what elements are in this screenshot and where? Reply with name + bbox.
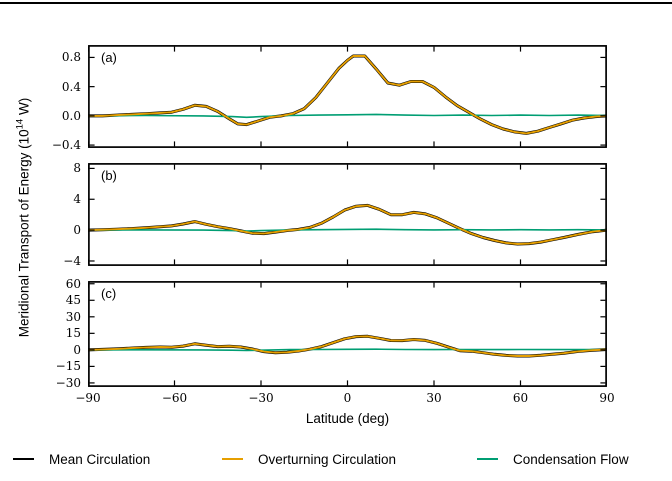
panel-c-plot [88,281,607,387]
y-tick-label: 0.0 [61,108,81,123]
y-tick-label: 0 [73,342,81,357]
y-tick-label: 0.4 [61,79,81,94]
panel-label-a: (a) [101,50,117,65]
y-tick-label: −0.4 [51,138,81,153]
legend-item-overturning-circulation: Overturning Circulation [222,449,396,469]
series-line-condensation-flow [88,113,607,119]
y-tick-label: 60 [65,276,81,291]
legend-label-condensation: Condensation Flow [513,451,629,467]
legend-line-swatch-mean [13,457,34,461]
panel-a-plot [88,45,607,148]
x-tick-label: 90 [599,391,615,405]
series-line-overturning-circulation [88,335,607,357]
legend-label-mean: Mean Circulation [49,451,151,467]
legend-item-mean-circulation: Mean Circulation [13,449,150,469]
legend-item-condensation-flow: Condensation Flow [477,449,629,469]
x-tick-label: 0 [343,391,352,405]
series-line-overturning-circulation [88,204,607,245]
series-line-condensation-flow [88,348,607,352]
y-tick-label: −30 [55,375,81,390]
panel-canvas [88,281,607,387]
top-rule [0,2,672,4]
series-line-overturning-circulation [88,55,607,135]
panel-label-c: (c) [101,286,117,301]
x-tick-label: 30 [426,391,442,405]
y-tick-label: 0.8 [61,50,81,65]
panel-canvas [88,163,607,266]
series-line-condensation-flow [88,228,607,232]
panel-label-b: (b) [101,168,117,183]
x-tick-label: −30 [248,391,274,405]
legend-line-swatch-overturning [222,457,243,461]
x-tick-label: 60 [512,391,529,405]
legend: Mean Circulation Overturning Circulation… [0,449,672,473]
axes-border [88,45,607,148]
series-line-mean-circulation [88,203,607,246]
y-tick-label: 8 [73,161,81,176]
x-tick-label: −60 [161,391,188,405]
series-line-mean-circulation [88,54,607,135]
x-axis-label: Latitude (deg) [305,411,390,426]
legend-label-overturning: Overturning Circulation [258,451,397,467]
panel-b-plot [88,163,607,266]
axes-border [88,163,607,266]
y-tick-label: −4 [63,253,81,268]
panel-canvas [88,45,607,148]
y-tick-label: 45 [65,293,81,308]
y-tick-label: 15 [65,326,81,341]
y-tick-label: 4 [73,192,81,207]
axes-border [88,281,607,387]
y-tick-label: −15 [55,359,81,374]
y-tick-label: 30 [65,309,81,324]
legend-line-swatch-condensation [477,457,498,461]
y-tick-label: 0 [73,223,81,238]
x-tick-label: −90 [75,391,101,405]
y-axis-label: Meridional Transport of Energy (1014 W) [15,18,32,418]
